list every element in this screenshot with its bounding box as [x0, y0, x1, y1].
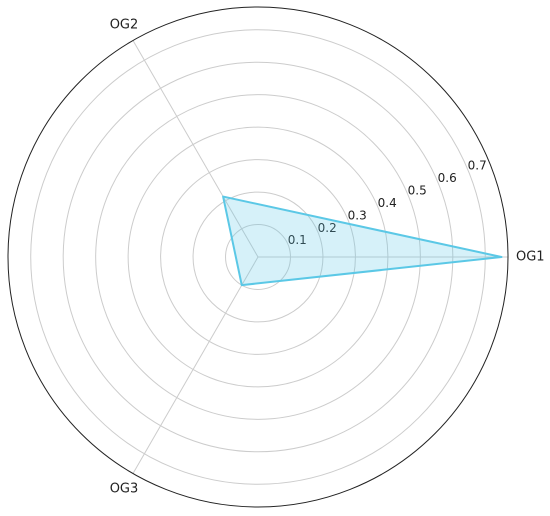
r-tick-label: 0.7 [468, 159, 487, 173]
r-tick-label: 0.1 [288, 233, 307, 247]
category-label: OG2 [110, 17, 139, 32]
r-tick-label: 0.6 [438, 171, 457, 185]
spoke [132, 40, 259, 258]
category-label: OG1 [516, 250, 545, 265]
spoke [132, 256, 259, 474]
outer-frame [7, 6, 509, 508]
r-tick-label: 0.5 [408, 184, 427, 198]
r-tick-label: 0.2 [318, 221, 337, 235]
category-label: OG3 [110, 482, 139, 497]
r-tick-label: 0.3 [348, 208, 367, 222]
series-area [222, 195, 503, 287]
r-tick-label: 0.4 [378, 196, 397, 210]
